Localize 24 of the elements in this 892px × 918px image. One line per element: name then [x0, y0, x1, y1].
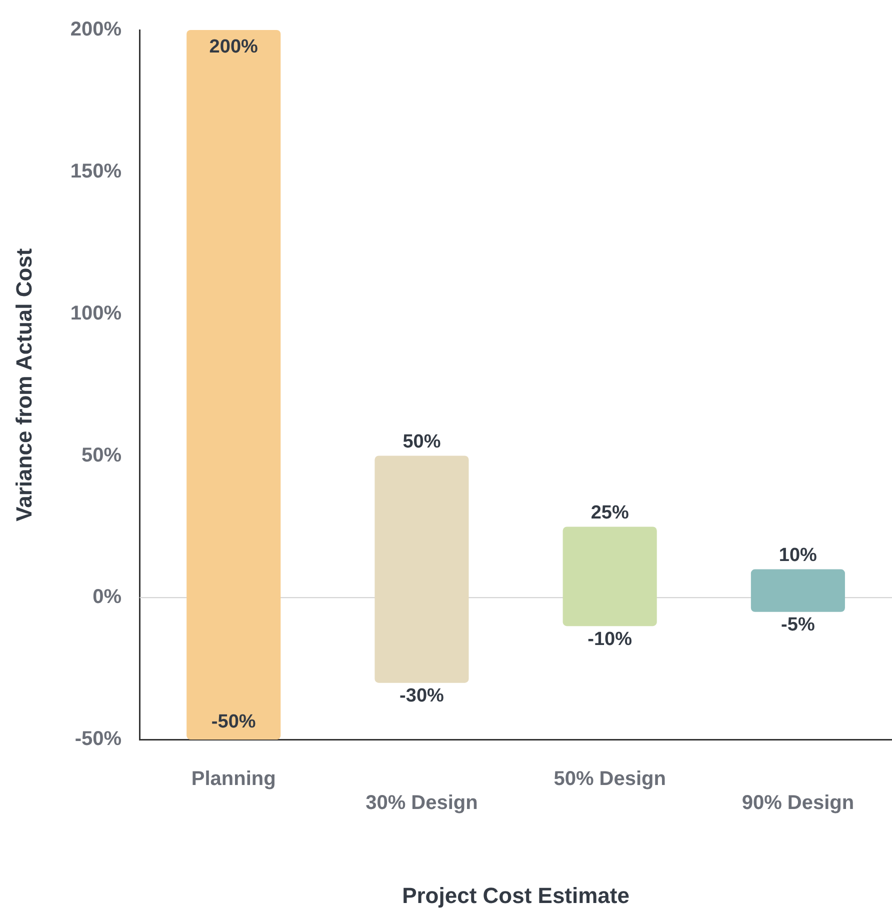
y-tick-label: 50%	[82, 444, 122, 466]
bar	[374, 456, 469, 683]
bar	[562, 526, 657, 626]
y-tick-label: -50%	[74, 728, 122, 750]
annotation: 200%	[209, 36, 258, 58]
annotation: -10%	[588, 628, 632, 650]
y-tick-label: 0%	[92, 586, 122, 608]
bar	[750, 569, 845, 612]
annotation: -50%	[211, 711, 256, 732]
annotation: -5%	[781, 614, 815, 636]
y-axis-title: Variance from Actual Cost	[11, 248, 36, 522]
y-tick-label: 200%	[70, 18, 122, 41]
x-tick-label: 30% Design	[366, 792, 478, 814]
x-tick-label: Planning	[191, 768, 276, 790]
annotation: 50%	[402, 431, 441, 452]
annotation: 25%	[590, 502, 629, 524]
annotation: -30%	[400, 686, 444, 707]
bar	[186, 30, 281, 740]
annotation: 10%	[778, 545, 818, 566]
x-axis-title: Project Cost Estimate	[402, 882, 630, 908]
y-tick-label: 100%	[70, 302, 122, 324]
x-tick-label: 90% Design	[742, 792, 854, 814]
x-tick-label: 50% Design	[554, 768, 666, 790]
y-tick-label: 150%	[70, 160, 122, 182]
